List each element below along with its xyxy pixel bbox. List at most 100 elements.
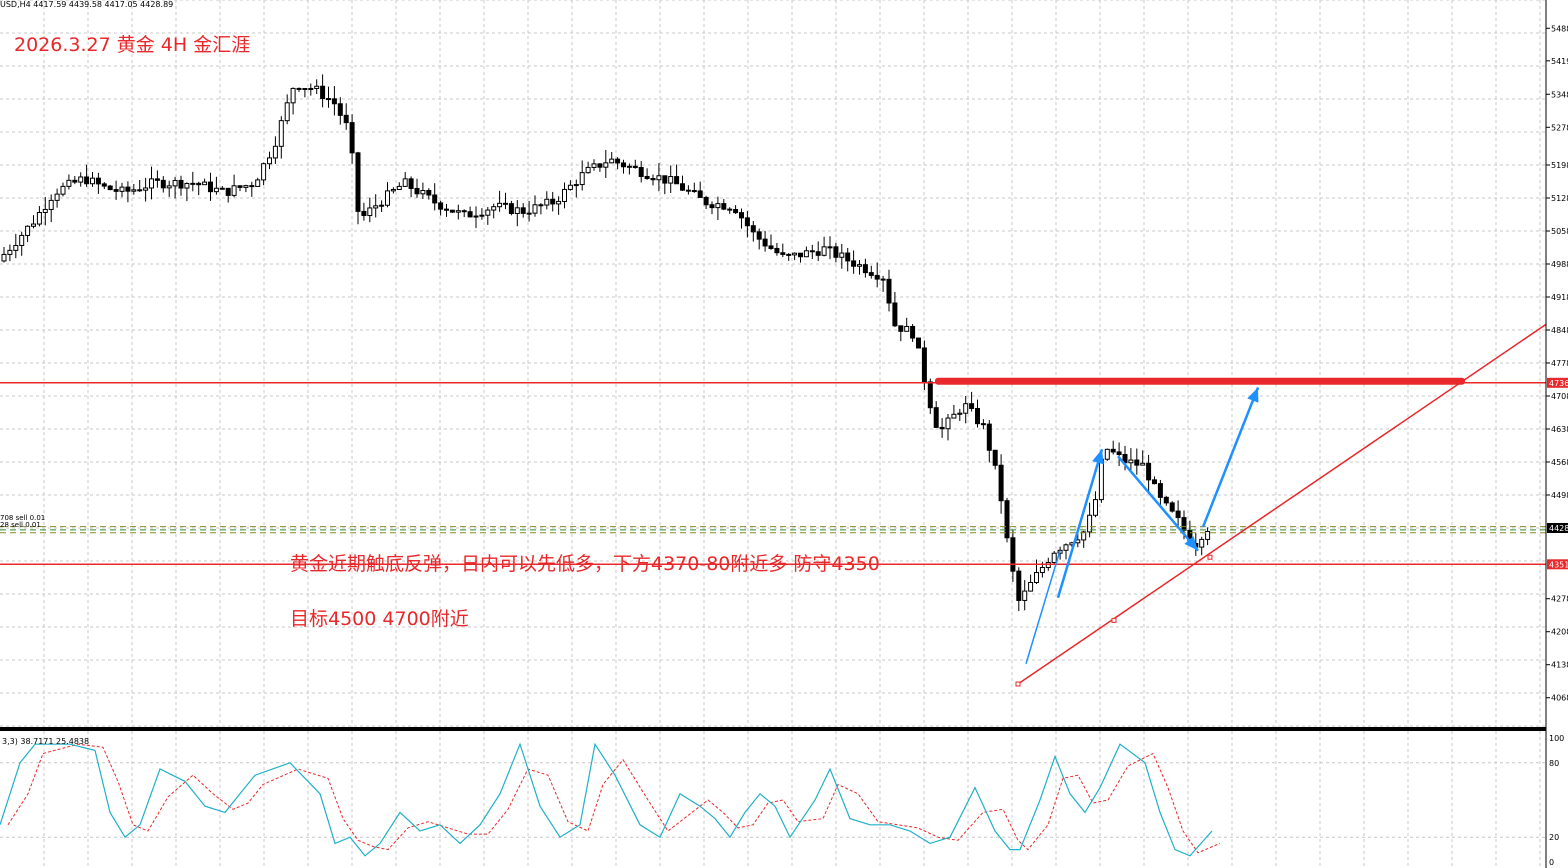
candle-up (48, 199, 54, 210)
candle-down (662, 175, 668, 184)
annotation-line-1: 黄金近期触底反弹，日内可以先低多，下方4370-80附近多 防守4350 (290, 553, 880, 575)
candle-down (632, 165, 638, 169)
candle-up (1, 253, 7, 262)
candle-down (827, 246, 833, 249)
candle-up (1128, 459, 1134, 464)
candle-up (202, 181, 208, 186)
candle-up (149, 178, 154, 189)
candle-up (25, 225, 31, 236)
candle-up (1063, 544, 1069, 551)
candle-up (951, 413, 957, 419)
candle-down (432, 194, 438, 204)
candle-down (1175, 510, 1181, 519)
candle-down (845, 252, 851, 262)
candle-up (1022, 590, 1028, 601)
candle-down (597, 163, 603, 168)
candle-down (750, 225, 756, 233)
candle-up (1039, 566, 1045, 574)
candle-down (503, 202, 508, 205)
candle-down (709, 204, 715, 209)
candle-up (78, 176, 84, 183)
stoch-tick-label: 20 (1549, 833, 1559, 842)
candle-down (84, 176, 90, 185)
candle-down (1134, 459, 1140, 466)
candle-up (904, 325, 910, 332)
pane-separator (0, 727, 1546, 731)
trendline (1017, 323, 1547, 685)
candle-up (626, 165, 632, 168)
candle-down (756, 231, 762, 240)
annotation-line-2: 目标4500 4700附近 (290, 608, 469, 630)
candle-up (514, 207, 520, 214)
candle-up (497, 202, 503, 208)
candle-down (1010, 537, 1016, 572)
candle-down (1163, 496, 1169, 504)
candle-up (379, 204, 385, 207)
arrow-stem (1025, 550, 1061, 664)
candle-up (231, 185, 237, 196)
candle-down (739, 212, 744, 219)
candle-up (945, 417, 951, 430)
resistance-zone (935, 377, 1465, 385)
candle-up (579, 172, 585, 186)
candle-down (101, 183, 107, 187)
price-tick-label: 4988 (1551, 260, 1568, 269)
candle-up (13, 244, 19, 251)
candle-down (921, 347, 927, 383)
candle-up (1199, 538, 1205, 548)
up-arrow-1-head (1092, 449, 1104, 465)
candle-up (19, 234, 25, 246)
candle-down (650, 178, 656, 181)
order-label-1[interactable]: 708 sell 0.01 (0, 514, 45, 522)
candle-down (1152, 479, 1157, 485)
candle-up (803, 250, 809, 258)
candle-down (355, 152, 361, 212)
candle-down (998, 464, 1004, 502)
candle-up (42, 208, 48, 214)
candle-down (892, 302, 898, 327)
candle-down (520, 207, 526, 214)
stochastic-pane: 100 80 20 0 (0, 734, 1564, 867)
candle-down (550, 198, 556, 205)
candle-down (685, 189, 691, 192)
candle-up (562, 188, 567, 202)
candle-down (910, 325, 916, 339)
candle-down (178, 179, 184, 189)
candle-up (272, 145, 278, 159)
order-label-2[interactable]: 28 sell 0.01 (0, 521, 41, 529)
candle-down (621, 162, 626, 168)
price-marker (1547, 523, 1568, 533)
price-tick-label: 4638 (1551, 425, 1568, 434)
candle-up (857, 264, 862, 267)
candle-down (160, 179, 166, 189)
candle-up (302, 87, 308, 90)
stoch-main-line (0, 742, 1213, 857)
candle-up (473, 215, 479, 218)
candle-down (691, 190, 697, 193)
candle-up (314, 85, 320, 89)
candle-down (337, 103, 343, 116)
candle-down (927, 381, 933, 409)
candle-up (119, 186, 125, 192)
candle-up (390, 188, 396, 192)
price-tick-label: 4568 (1551, 458, 1568, 467)
candle-down (638, 167, 644, 177)
candle-down (467, 211, 473, 218)
candle-up (385, 190, 390, 206)
candle-down (449, 209, 455, 213)
down-arrow-head (1184, 536, 1198, 551)
candle-down (1146, 462, 1152, 481)
candle-down (727, 208, 733, 211)
candle-up (243, 185, 249, 188)
candle-up (367, 207, 373, 217)
stoch-tick-label: 80 (1549, 759, 1559, 768)
price-tick-label: 5419 (1551, 57, 1568, 66)
candle-down (916, 337, 921, 349)
candle-down (992, 449, 998, 466)
candle-down (833, 246, 839, 258)
candle-up (792, 252, 798, 256)
candle-up (573, 184, 579, 187)
candle-down (461, 210, 467, 213)
candle-up (261, 163, 267, 181)
price-tick-label: 5278 (1551, 123, 1568, 132)
